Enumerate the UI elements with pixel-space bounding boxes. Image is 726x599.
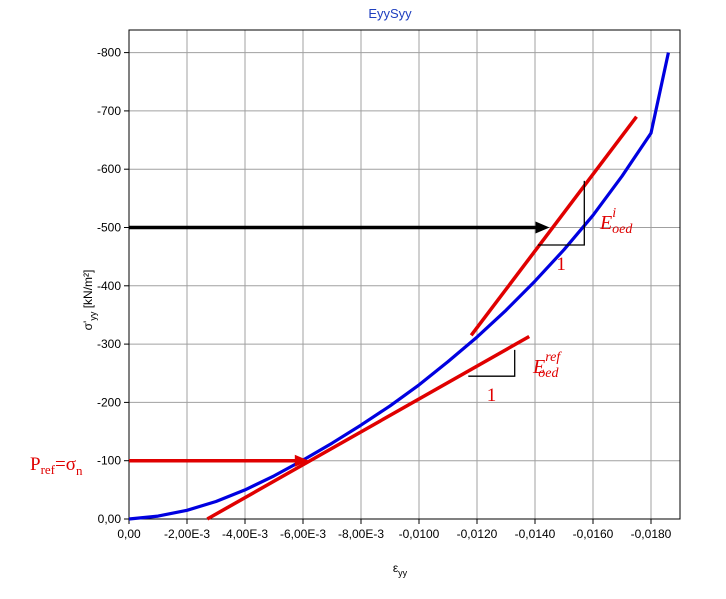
y-axis-ticks: 0,00 -100 -200 -300 -400 -500 -600 -700 -800 [97,46,129,526]
y-tick-label: -200 [97,395,121,409]
x-tick-label: -0,0160 [573,527,614,541]
slope-triangle-label: 1 [487,385,497,406]
x-tick-label: -0,0100 [399,527,440,541]
tangent-line [469,115,638,337]
arrow-layer [129,221,550,467]
annotation-eoed-ref: Eref oed [532,350,562,381]
y-tick-label: -400 [97,279,121,293]
tangent-line [206,334,531,521]
grid-lines [129,30,680,519]
tangent-layer [206,115,638,521]
y-tick-label: -500 [97,221,121,235]
y-tick-label: -800 [97,46,121,60]
x-axis-ticks: 0,00 -2,00E-3 -4,00E-3 -6,00E-3 -8,00E-3 -0,0… [117,519,672,541]
x-tick-label: -8,00E-3 [338,527,384,541]
x-tick-label: -6,00E-3 [280,527,326,541]
series-layer [128,52,670,521]
arrow-head [294,454,309,467]
annotation-eoed-i: Ei oed [599,206,633,237]
y-axis-label: σ'yy [kN/m²] [81,270,98,331]
y-tick-label: -600 [97,162,121,176]
x-tick-label: -2,00E-3 [164,527,210,541]
x-tick-label: -0,0120 [457,527,498,541]
x-tick-label: -0,0140 [515,527,556,541]
svg-text:Pref=σn: Pref=σn [30,454,83,478]
annotation-pref: Pref=σn [30,454,83,478]
y-tick-label: 0,00 [98,512,122,526]
arrow-head [535,221,550,234]
chart-title: EyySyy [368,6,412,21]
slope-triangle-label: 1 [556,254,566,275]
x-tick-label: -0,0180 [631,527,672,541]
y-tick-label: -700 [97,104,121,118]
x-tick-label: 0,00 [117,527,141,541]
x-axis-label: εyy [393,561,408,578]
y-tick-label: -100 [97,454,121,468]
plot-area-frame [128,29,681,520]
slope-triangle [468,349,516,377]
y-tick-label: -300 [97,337,121,351]
slope-triangle-layer: 11 [468,180,585,406]
slope-triangle [537,180,585,246]
x-tick-label: -4,00E-3 [222,527,268,541]
series-line [128,52,670,521]
